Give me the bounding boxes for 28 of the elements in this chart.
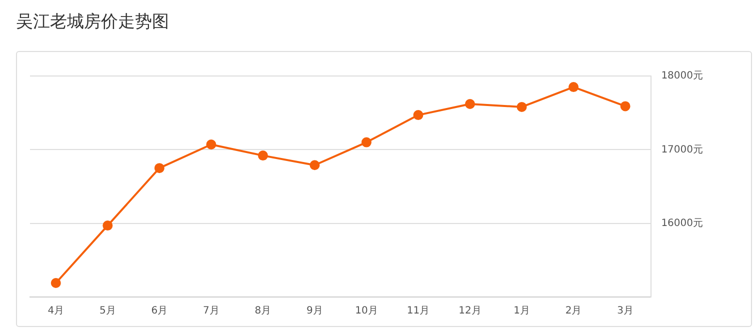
x-tick-label: 12月: [458, 306, 482, 317]
point: [258, 150, 268, 161]
point: [620, 101, 630, 112]
y-tick-label: 18000元: [661, 70, 703, 82]
x-tick-label: 1月: [514, 306, 530, 317]
x-tick-label: 7月: [202, 306, 220, 317]
x-tick-label: 4月: [48, 306, 64, 317]
y-tick-label: 17000元: [661, 144, 703, 156]
point: [102, 220, 113, 231]
point: [413, 110, 424, 120]
point: [154, 163, 164, 174]
chart-title: 吴江老城房价走势图: [16, 11, 169, 33]
x-tick-label: 2月: [565, 306, 582, 317]
point: [206, 140, 216, 150]
point: [361, 137, 372, 148]
point: [310, 160, 320, 170]
x-tick-label: 9月: [306, 306, 323, 317]
point: [465, 98, 476, 109]
x-tick-label: 6月: [151, 306, 168, 317]
x-tick-label: 3月: [617, 306, 634, 317]
point: [568, 82, 579, 92]
x-tick-label: 5月: [99, 306, 116, 317]
x-tick-label: 8月: [254, 306, 272, 317]
x-tick-label: 11月: [406, 306, 430, 317]
y-tick-label: 16000元: [661, 218, 703, 229]
point: [50, 278, 61, 288]
point: [516, 102, 527, 112]
x-tick-label: 10月: [355, 306, 378, 317]
